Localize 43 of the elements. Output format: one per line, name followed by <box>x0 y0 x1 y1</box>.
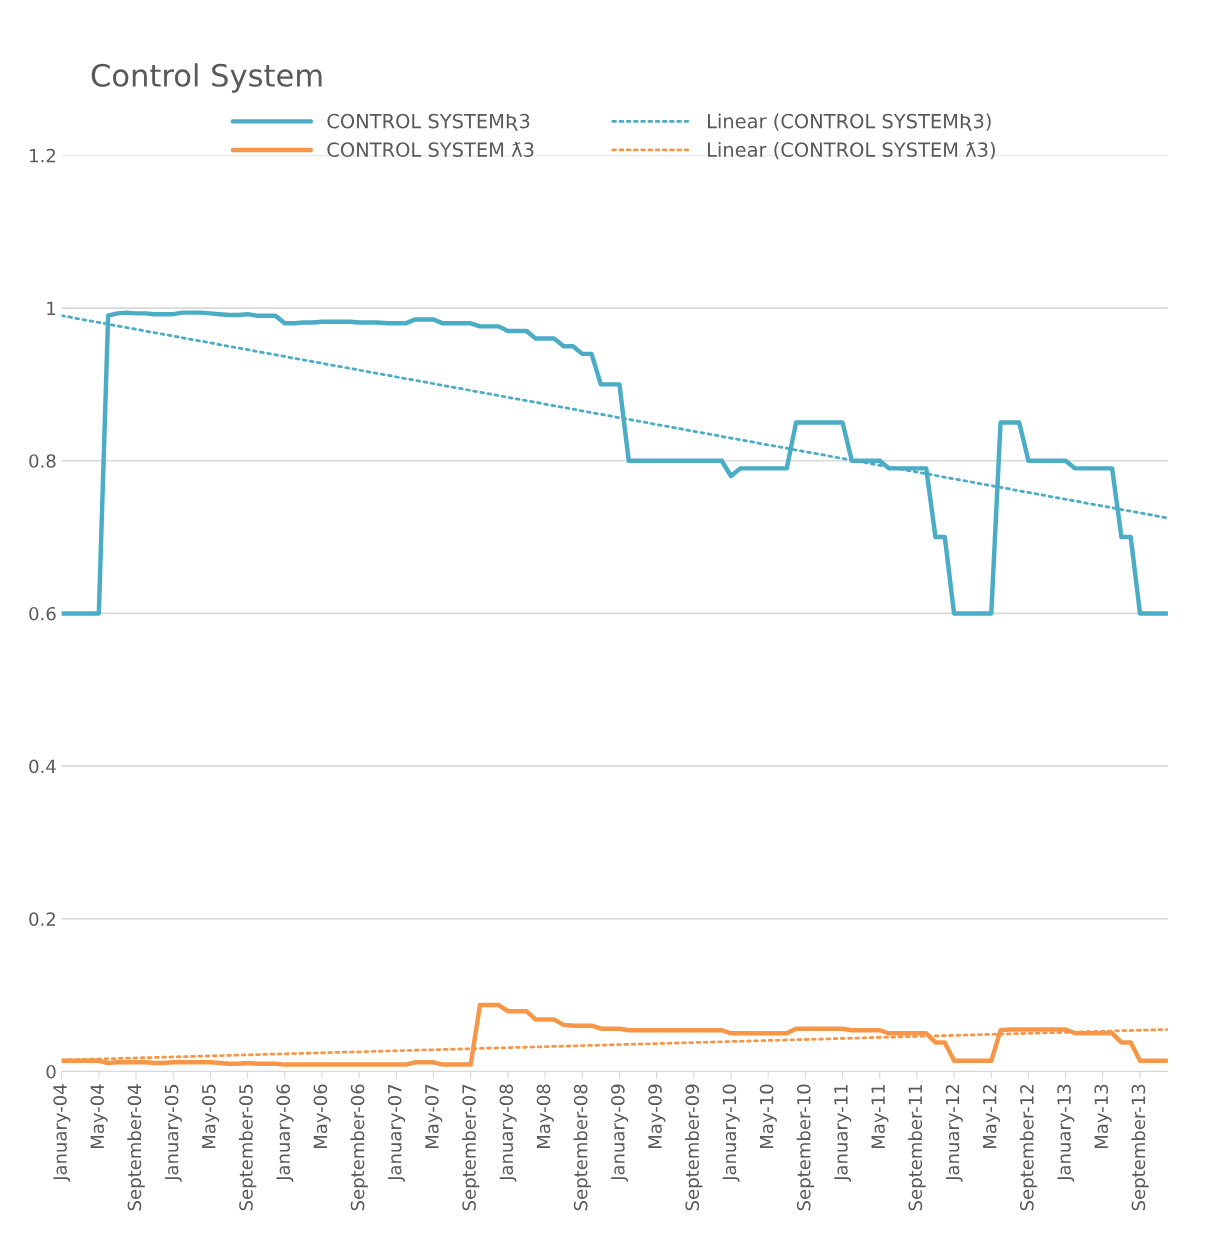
x-tick-label: January-11 <box>834 1084 852 1182</box>
x-tick-label: September-12 <box>1019 1085 1038 1211</box>
x-tick-label: September-05 <box>238 1084 257 1211</box>
x-tick-label: May-06 <box>313 1084 331 1148</box>
x-tick-label: May-12 <box>982 1085 1001 1148</box>
x-tick-label: January-08 <box>499 1084 517 1182</box>
x-tick-label: September-08 <box>573 1084 591 1211</box>
x-tick-label: January-04 <box>53 1084 71 1182</box>
legend-label: Linear (CONTROL SYSTEM ƛ3) <box>708 141 995 160</box>
x-tick-label: September-09 <box>685 1084 703 1211</box>
x-tick-label: May-07 <box>425 1084 443 1148</box>
x-tick-label: May-08 <box>536 1084 554 1148</box>
x-tick-label: September-10 <box>796 1084 815 1211</box>
x-tick-label: May-11 <box>871 1084 889 1148</box>
legend-label: Linear (CONTROL SYSTEMƦ3) <box>708 113 991 131</box>
x-tick-label: September-06 <box>350 1084 368 1211</box>
x-tick-label: January-10 <box>722 1084 740 1182</box>
y-tick-label: 0.8 <box>29 454 56 468</box>
x-tick-label: September-13 <box>1131 1084 1149 1211</box>
x-tick-label: May-13 <box>1094 1084 1112 1148</box>
x-tick-label: January-06 <box>276 1084 294 1182</box>
x-tick-label: May-09 <box>648 1084 666 1148</box>
x-tick-label: January-12 <box>945 1085 963 1182</box>
y-tick-label: 1.2 <box>30 148 55 163</box>
x-tick-label: May-04 <box>90 1084 108 1148</box>
x-tick-label: September-07 <box>461 1084 480 1211</box>
y-tick-label: 1 <box>47 301 56 315</box>
line-series <box>61 310 1168 616</box>
x-tick-label: January-07 <box>387 1084 406 1182</box>
y-tick-label: 0.2 <box>29 912 55 926</box>
y-tick-label: 0 <box>46 1064 56 1079</box>
x-tick-label: September-11 <box>908 1084 926 1211</box>
y-tick-label: 0.6 <box>29 606 56 621</box>
legend-label: CONTROL SYSTEM ƛ3 <box>327 141 534 158</box>
y-tick-label: 0.4 <box>29 759 56 774</box>
x-tick-label: May-10 <box>759 1084 777 1148</box>
legend-label: CONTROL SYSTEMƦ3 <box>327 113 530 131</box>
x-tick-label: January-05 <box>164 1084 182 1182</box>
x-tick-label: September-04 <box>127 1084 145 1211</box>
x-tick-label: January-13 <box>1057 1084 1075 1182</box>
chart-title: Control System <box>91 63 322 93</box>
x-tick-label: January-09 <box>611 1084 629 1182</box>
x-tick-label: May-05 <box>201 1084 220 1148</box>
